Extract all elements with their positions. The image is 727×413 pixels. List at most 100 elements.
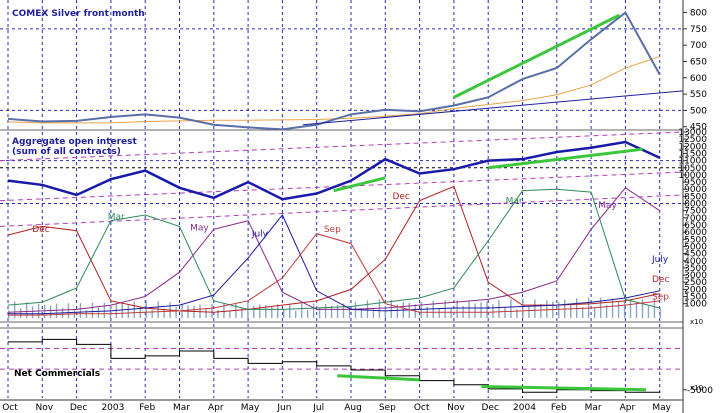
volume-bar bbox=[540, 304, 542, 318]
y-tick-label: 4500 bbox=[684, 250, 707, 260]
series-line-sep bbox=[8, 233, 660, 316]
contract-label-right: Dec bbox=[652, 275, 669, 285]
y-tick-label: 5500 bbox=[684, 235, 707, 245]
volume-bar bbox=[121, 303, 123, 318]
silver-panel bbox=[7, 11, 684, 131]
volume-bar bbox=[522, 299, 524, 318]
trendline-green bbox=[488, 147, 643, 170]
x-tick-label: Aug bbox=[344, 403, 362, 413]
x-tick-label: Mar bbox=[173, 403, 190, 413]
volume-bar bbox=[635, 302, 638, 318]
volume-bar bbox=[408, 302, 410, 318]
trendline-green bbox=[481, 384, 647, 392]
y-tick-label: 6000 bbox=[684, 228, 707, 238]
volume-bar bbox=[486, 301, 488, 318]
volume-bar bbox=[641, 298, 644, 318]
volume-bar bbox=[217, 309, 219, 318]
y-tick-label: 12500 bbox=[678, 135, 707, 145]
volume-bar bbox=[534, 299, 536, 318]
volume-bar bbox=[348, 306, 351, 318]
y-tick-label: 9500 bbox=[684, 178, 707, 188]
volume-bar bbox=[558, 302, 560, 318]
volume-bar bbox=[253, 305, 255, 318]
volume-bar bbox=[617, 301, 620, 318]
silver-title: COMEX Silver front month bbox=[12, 9, 145, 19]
y-tick-label: 3500 bbox=[684, 264, 707, 274]
volume-bar bbox=[653, 298, 656, 318]
net-commercials-title: Net Commercials bbox=[14, 369, 100, 379]
volume-bar bbox=[306, 309, 309, 318]
volume-bar bbox=[546, 300, 548, 318]
volume-bar bbox=[593, 307, 596, 318]
volume-bar bbox=[492, 304, 494, 318]
volume-bar bbox=[342, 303, 345, 318]
y-tick-label: 11000 bbox=[678, 157, 707, 167]
x-tick-label: Apr bbox=[208, 403, 224, 413]
volume-bar bbox=[229, 310, 231, 318]
open-interest-panel: Dec Mar May July Sep Dec Mar May July Dec Sep bbox=[0, 131, 684, 318]
volume-bar bbox=[163, 308, 165, 318]
y-tick-label: 9000 bbox=[684, 185, 707, 195]
volume-bar bbox=[396, 304, 399, 318]
y-tick-label: 5000 bbox=[684, 242, 707, 252]
volume-bar bbox=[283, 308, 285, 318]
x-tick-label: Jun bbox=[276, 403, 291, 413]
volume-bar bbox=[271, 306, 273, 318]
series-line-dec bbox=[7, 185, 660, 313]
volume-bar bbox=[294, 310, 297, 318]
scale-label-net: x10 bbox=[690, 384, 703, 392]
volume-bar bbox=[599, 297, 602, 318]
y-tick-label: 800 bbox=[690, 9, 707, 19]
x-tick-label: 2004 bbox=[513, 403, 536, 413]
y-tick-label: 550 bbox=[690, 90, 707, 100]
volume-bar bbox=[474, 303, 476, 318]
volume-bar bbox=[528, 306, 530, 318]
volume-bar bbox=[629, 299, 632, 318]
volume-bar bbox=[67, 303, 70, 318]
contract-label: Mar bbox=[108, 212, 125, 222]
volume-bar bbox=[456, 300, 458, 318]
x-tick-label: Apr bbox=[620, 403, 636, 413]
trendline-support bbox=[302, 90, 684, 126]
trendline-green bbox=[453, 13, 621, 99]
contract-label: July bbox=[251, 229, 269, 239]
series-line-mar bbox=[7, 188, 660, 310]
volume-bar bbox=[438, 308, 440, 318]
contract-label: Sep bbox=[324, 225, 341, 235]
y-tick-label: 500 bbox=[690, 106, 707, 116]
oi-title-line2: (sum of all contracts) bbox=[12, 147, 121, 157]
volume-bar bbox=[247, 302, 249, 318]
contract-label: May bbox=[190, 224, 209, 234]
x-tick-label: Jul bbox=[312, 403, 324, 413]
volume-bar bbox=[79, 303, 82, 318]
volume-bar bbox=[384, 306, 387, 318]
x-tick-label: Dec bbox=[70, 403, 87, 413]
x-tick-label: 2003 bbox=[101, 403, 124, 413]
y-tick-label: 8000 bbox=[684, 200, 707, 210]
volume-bar bbox=[31, 306, 34, 318]
y-tick-label: 4000 bbox=[684, 257, 707, 267]
volume-bar bbox=[318, 307, 321, 318]
volume-bar bbox=[91, 302, 94, 318]
x-tick-label: Dec bbox=[481, 403, 498, 413]
contract-label: May bbox=[598, 201, 617, 211]
volume-bar bbox=[450, 308, 452, 318]
y-tick-label: 600 bbox=[690, 74, 707, 84]
volume-bar bbox=[103, 302, 106, 318]
volume-bar bbox=[498, 299, 500, 318]
y-tick-label: 1500 bbox=[684, 293, 707, 303]
volume-bar bbox=[647, 305, 650, 318]
volume-bar bbox=[570, 304, 572, 318]
volume-bar bbox=[504, 306, 506, 318]
volume-bar bbox=[13, 301, 16, 318]
series-line-july bbox=[8, 214, 660, 315]
series-line-aggregate bbox=[7, 140, 661, 201]
channel-upper bbox=[0, 131, 684, 162]
x-tick-label: Oct bbox=[2, 403, 18, 413]
volume-bar bbox=[336, 304, 339, 318]
volume-bar bbox=[25, 302, 28, 318]
volume-bar bbox=[605, 304, 608, 318]
x-tick-label: Nov bbox=[447, 403, 465, 413]
volume-bar bbox=[151, 309, 153, 318]
